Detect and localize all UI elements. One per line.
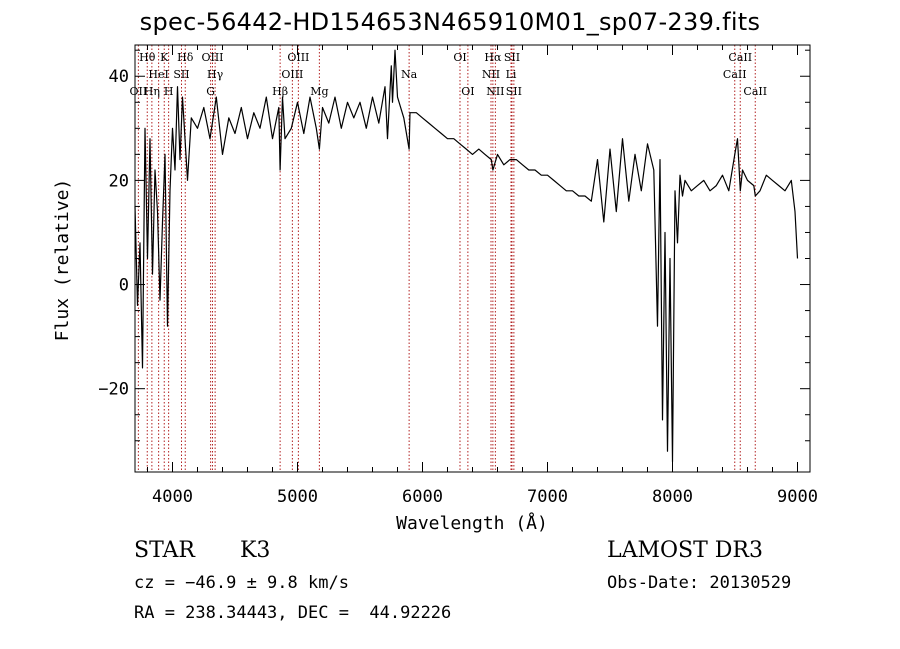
- y-tick-label-40: 40: [109, 67, 129, 87]
- line-label-20: NII: [486, 85, 504, 98]
- line-label-23: SII: [506, 85, 522, 98]
- line-label-10: G: [206, 85, 215, 98]
- line-label-4: K: [160, 51, 169, 64]
- survey-name: LAMOST DR3: [607, 538, 763, 563]
- plot-frame: [134, 44, 811, 473]
- line-label-0: Hθ: [139, 51, 156, 64]
- x-tick-label-9000: 9000: [777, 487, 818, 507]
- line-label-21: SII: [504, 51, 520, 64]
- line-label-2: Hη: [144, 85, 160, 98]
- line-label-6: SII: [173, 68, 189, 81]
- line-label-14: Mg: [310, 85, 328, 98]
- x-tick-label-6000: 6000: [402, 487, 443, 507]
- emission-line-markers: [137, 45, 756, 472]
- x-tick-label-7000: 7000: [527, 487, 568, 507]
- line-label-22: Li: [506, 68, 517, 81]
- y-axis-label: Flux (relative): [52, 179, 73, 342]
- y-tick-label--20: −20: [98, 380, 129, 400]
- spectrum-line: [134, 49, 799, 463]
- x-axis-label: Wavelength (Å): [396, 512, 548, 534]
- line-label-25: CaII: [728, 51, 752, 64]
- line-label-9: Hγ: [207, 68, 224, 81]
- line-label-19: Hα: [484, 51, 502, 64]
- line-label-3: HeI: [148, 68, 168, 81]
- line-label-5: H: [164, 85, 174, 98]
- y-tick-label-20: 20: [109, 171, 129, 191]
- axis-ticks: 4000 5000 6000 7000 8000 9000 −20 0 20 40: [98, 45, 818, 507]
- line-label-13: OIII: [287, 51, 309, 64]
- line-label-7: Hδ: [177, 51, 194, 64]
- line-label-24: CaII: [723, 68, 747, 81]
- line-label-8: OIII: [201, 51, 223, 64]
- observation-date: Obs-Date: 20130529: [607, 573, 792, 593]
- chart-title: spec-56442-HD154653N465910M01_sp07-239.f…: [139, 8, 761, 36]
- x-tick-label-8000: 8000: [652, 487, 693, 507]
- line-label-17: OI: [461, 85, 474, 98]
- line-label-12: OIII: [281, 68, 303, 81]
- line-label-11: Hβ: [272, 85, 288, 98]
- x-tick-label-4000: 4000: [152, 487, 193, 507]
- line-label-18: NII: [482, 68, 500, 81]
- x-tick-label-5000: 5000: [277, 487, 318, 507]
- coordinates: RA = 238.34443, DEC = 44.92226: [134, 603, 452, 623]
- line-label-15: Na: [401, 68, 418, 81]
- line-label-26: CaII: [743, 85, 767, 98]
- spectrum-series: [134, 49, 799, 463]
- redshift-info: cz = −46.9 ± 9.8 km/s: [134, 573, 349, 593]
- y-tick-label-0: 0: [119, 276, 129, 296]
- line-label-16: OI: [453, 51, 466, 64]
- line-label-1: OII: [130, 85, 148, 98]
- object-subclass: K3: [240, 538, 271, 563]
- object-class: STAR: [134, 538, 195, 563]
